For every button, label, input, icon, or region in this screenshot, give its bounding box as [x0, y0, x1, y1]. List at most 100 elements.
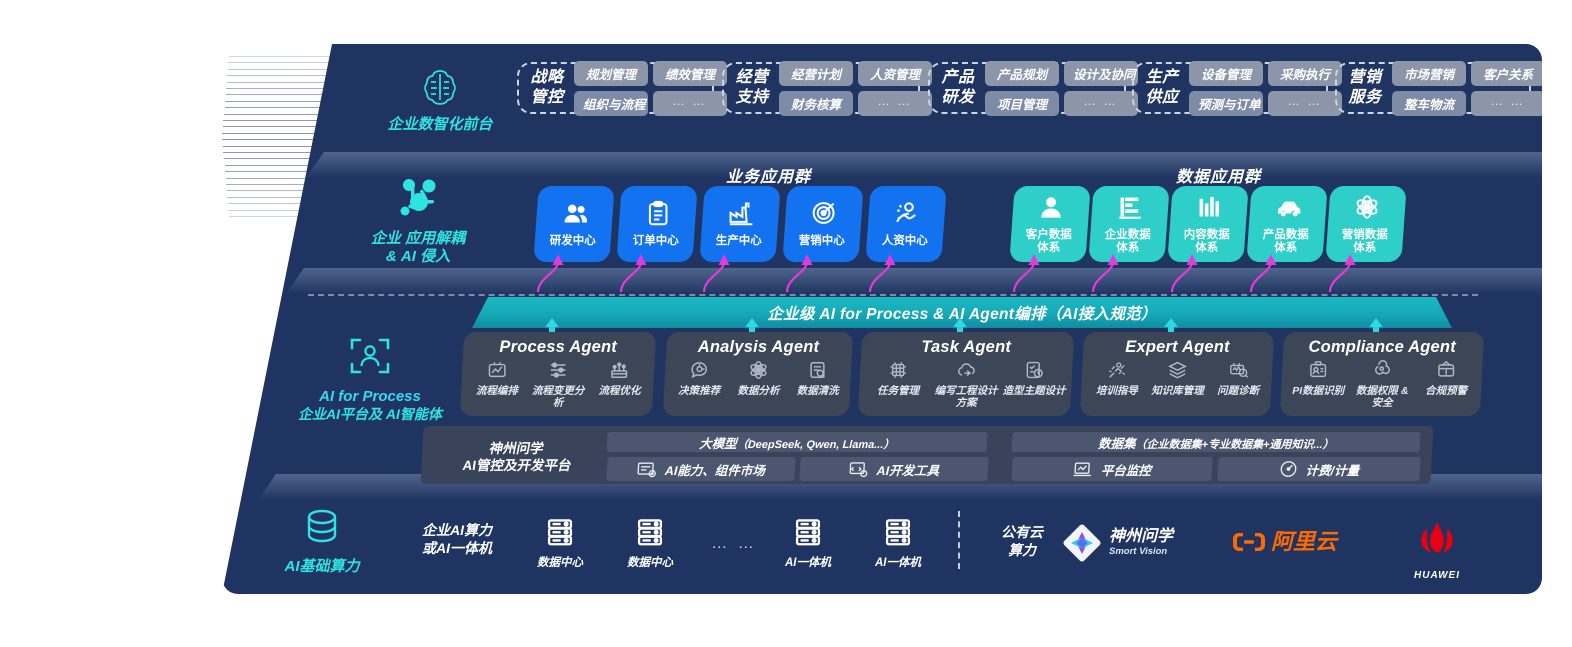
domain-chip[interactable]: 预测与订单	[1189, 90, 1263, 116]
domain-chip[interactable]: 设备管理	[1189, 60, 1263, 86]
app-card-label: 营销中心	[798, 235, 845, 247]
domain-chip[interactable]: 设计及协同	[1064, 60, 1138, 86]
agent-card-analysis-agent[interactable]: Analysis Agent 决策推荐 数据分析 数据清洗	[662, 332, 854, 416]
domain-chip[interactable]: 经营计划	[779, 60, 853, 86]
platform-tile-market[interactable]: AI能力、组件市场	[606, 457, 796, 481]
app-card-产品数据体系[interactable]: 产品数据 体系	[1246, 186, 1328, 262]
vendor-aliyun[interactable]: 阿里云	[1232, 531, 1382, 553]
domain-chip[interactable]: 人资管理	[858, 60, 932, 86]
app-card-研发中心[interactable]: 研发中心	[533, 186, 615, 262]
agent-card-process-agent[interactable]: Process Agent 流程编排 流程变更分析 流程优化	[459, 332, 657, 416]
agent-feature[interactable]: 流程编排	[466, 360, 527, 398]
agent-feature[interactable]: 问题诊断	[1208, 360, 1269, 398]
agent-feature[interactable]: 流程变更分析	[528, 360, 589, 409]
domain-chip[interactable]: 采购执行	[1268, 60, 1342, 86]
domain-chip[interactable]: … …	[1268, 90, 1342, 116]
person-scan-icon	[350, 338, 390, 374]
platform-model-row[interactable]: 大模型（DeepSeek, Qwen, Llama...）	[606, 432, 988, 452]
agent-feature[interactable]: PI数据识别	[1286, 360, 1350, 398]
agent-card-task-agent[interactable]: Task Agent 任务管理 编写工程设计方案 造型主题设计	[857, 332, 1075, 416]
huawei-logo	[1421, 522, 1453, 553]
devtool-icon	[849, 461, 868, 477]
connector-path	[1091, 261, 1115, 293]
agent-feature[interactable]: 合规预警	[1414, 360, 1478, 398]
domain-chip[interactable]: 财务核算	[779, 90, 853, 116]
domain-chip[interactable]: 组织与流程	[574, 90, 648, 116]
connector-path	[1249, 261, 1273, 293]
platform-tile-devtool[interactable]: AI开发工具	[799, 457, 989, 481]
domain-group-4[interactable]: 营销 服务 市场营销 客户关系 整车物流… …	[1335, 60, 1542, 116]
infra-node-0[interactable]: 数据中心	[522, 517, 598, 570]
infra-node-1[interactable]: 数据中心	[612, 517, 688, 570]
domain-chip[interactable]: … …	[653, 90, 727, 116]
domain-group-1[interactable]: 经营 支持 经营计划 人资管理 财务核算… …	[722, 60, 932, 116]
platform-dataset-row[interactable]: 数据集（企业数据集+专业数据集+通用知识...）	[1011, 432, 1421, 452]
infra-node-4[interactable]: AI一体机	[860, 517, 936, 570]
domain-group-0[interactable]: 战略 管控 规划管理 绩效管理 组织与流程… …	[517, 60, 727, 116]
connector-path	[785, 261, 809, 293]
app-card-客户数据体系[interactable]: 客户数据 体系	[1009, 186, 1091, 262]
app-card-人资中心[interactable]: 人资中心	[865, 186, 947, 262]
agent-feature[interactable]: 数据清洗	[788, 360, 847, 398]
app-card-订单中心[interactable]: 订单中心	[616, 186, 698, 262]
agent-title: Expert Agent	[1125, 338, 1230, 356]
agent-feature[interactable]: 流程优化	[589, 360, 650, 398]
agent-feature[interactable]: 决策推荐	[669, 360, 728, 398]
domain-group-3[interactable]: 生产 供应 设备管理 采购执行 预测与订单… …	[1132, 60, 1342, 116]
app-card-营销数据体系[interactable]: 营销数据 体系	[1325, 186, 1407, 262]
agent-feature[interactable]: 任务管理	[864, 360, 932, 398]
shield-lock-icon	[1375, 360, 1390, 375]
id-card-icon	[1310, 361, 1327, 378]
agent-feature[interactable]: 培训指导	[1086, 360, 1147, 398]
domain-chip[interactable]: 产品规划	[985, 60, 1059, 86]
vendor-tagline: Smort Vision	[1109, 546, 1168, 558]
diagnose-icon	[1229, 363, 1248, 378]
task-net-icon	[890, 362, 906, 378]
agent-feature[interactable]: 数据分析	[729, 360, 788, 398]
domain-group-title: 经营 支持	[735, 69, 769, 106]
domain-chip[interactable]: 市场营销	[1392, 60, 1466, 86]
brain-icon	[424, 70, 456, 105]
platform-tile-label: 平台监控	[1100, 463, 1152, 478]
infra-enterprise-label: 企业AI算力 或AI一体机	[422, 522, 492, 556]
platform-brand: 神州问学 AI管控及开发平台	[435, 440, 597, 474]
agent-card-expert-agent[interactable]: Expert Agent 培训指导 知识库管理 问题诊断	[1079, 332, 1275, 416]
agent-feature-label: 流程优化	[598, 385, 641, 397]
domain-chip[interactable]: 整车物流	[1392, 90, 1466, 116]
user-icon	[1041, 196, 1061, 218]
platform-tile-billing[interactable]: 计费/计量	[1217, 457, 1421, 481]
agent-feature[interactable]: 编写工程设计方案	[932, 360, 1000, 409]
domain-group-title: 战略 管控	[530, 69, 564, 106]
app-card-内容数据体系[interactable]: 内容数据 体系	[1167, 186, 1249, 262]
vendor-smart-vision[interactable]: 神州问学 Smort Vision	[1062, 523, 1232, 563]
agent-feature[interactable]: 造型主题设计	[1000, 360, 1068, 398]
app-card-营销中心[interactable]: 营销中心	[782, 186, 864, 262]
domain-chip[interactable]: 规划管理	[574, 60, 648, 86]
agent-title: Compliance Agent	[1308, 338, 1456, 356]
domain-chip[interactable]: 绩效管理	[653, 60, 727, 86]
agent-feature-label: 任务管理	[877, 385, 920, 397]
agent-card-compliance-agent[interactable]: Compliance Agent PI数据识别 数据权限 & 安全 合规预警	[1279, 332, 1485, 416]
domain-chip[interactable]: … …	[1471, 90, 1542, 116]
domain-chip[interactable]: … …	[858, 90, 932, 116]
agent-feature[interactable]: 知识库管理	[1147, 360, 1208, 398]
domain-chip[interactable]: 项目管理	[985, 90, 1059, 116]
platform-tile-monitor[interactable]: 平台监控	[1011, 457, 1213, 481]
domain-chip[interactable]: … …	[1064, 90, 1138, 116]
app-card-label: 生产中心	[715, 235, 762, 247]
vendor-huawei[interactable]: HUAWEI	[1382, 519, 1492, 581]
app-card-生产中心[interactable]: 生产中心	[699, 186, 781, 262]
domain-group-2[interactable]: 产品 研发 产品规划 设计及协同 项目管理… …	[928, 60, 1138, 116]
infra-node-3[interactable]: AI一体机	[770, 517, 846, 570]
infra-node-2[interactable]: … …	[696, 517, 772, 553]
bars-icon	[1199, 196, 1220, 216]
platform-tile-label: AI开发工具	[876, 463, 940, 478]
infrastructure-row: 企业AI算力 或AI一体机 数据中心 数据中心 … … AI一体机 AI一体机 公有云 …	[222, 499, 1542, 594]
domain-chip[interactable]: 客户关系	[1471, 60, 1542, 86]
app-card-企业数据体系[interactable]: 企业数据 体系	[1088, 186, 1170, 262]
ai-orchestration-band: 企业级 AI for Process & AI Agent编排（AI接入规范）	[472, 297, 1452, 328]
agent-feature[interactable]: 数据权限 & 安全	[1350, 360, 1414, 409]
speech-brain-icon	[691, 362, 707, 379]
ai-orchestration-label: 企业级 AI for Process & AI Agent编排（AI接入规范）	[767, 305, 1157, 323]
